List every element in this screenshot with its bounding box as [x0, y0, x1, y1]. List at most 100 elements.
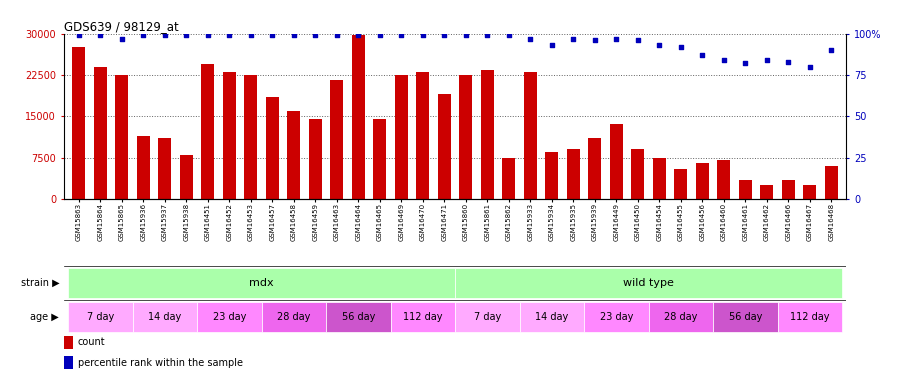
FancyBboxPatch shape: [197, 302, 261, 332]
Point: [566, 36, 581, 42]
Bar: [416, 72, 430, 199]
Bar: [760, 185, 774, 199]
FancyBboxPatch shape: [390, 302, 455, 332]
Point: [394, 32, 409, 38]
FancyBboxPatch shape: [326, 302, 390, 332]
Text: strain ▶: strain ▶: [21, 278, 59, 288]
Point: [136, 32, 150, 38]
Bar: [64, 356, 73, 369]
Point: [200, 32, 215, 38]
Point: [93, 32, 107, 38]
Point: [222, 32, 237, 38]
Bar: [824, 166, 838, 199]
Point: [738, 60, 753, 66]
Bar: [116, 75, 128, 199]
Point: [329, 32, 344, 38]
Bar: [782, 180, 794, 199]
Point: [673, 44, 688, 50]
Point: [501, 32, 516, 38]
Point: [416, 32, 430, 38]
Point: [244, 32, 258, 38]
Bar: [696, 163, 709, 199]
Point: [824, 47, 838, 53]
FancyBboxPatch shape: [68, 268, 455, 298]
Bar: [739, 180, 752, 199]
Bar: [330, 81, 343, 199]
Point: [480, 32, 494, 38]
Point: [287, 32, 301, 38]
Point: [437, 32, 451, 38]
Point: [609, 36, 623, 42]
FancyBboxPatch shape: [649, 302, 713, 332]
Point: [115, 36, 129, 42]
Point: [588, 38, 602, 44]
Bar: [588, 138, 602, 199]
Bar: [502, 158, 515, 199]
Bar: [201, 64, 214, 199]
Text: mdx: mdx: [249, 278, 274, 288]
Text: 14 day: 14 day: [535, 312, 569, 322]
Bar: [136, 135, 150, 199]
Bar: [64, 336, 73, 349]
Point: [157, 32, 172, 38]
Bar: [610, 124, 622, 199]
Point: [308, 32, 322, 38]
FancyBboxPatch shape: [261, 302, 326, 332]
Text: count: count: [77, 337, 106, 347]
Point: [781, 59, 795, 65]
Point: [72, 32, 86, 38]
FancyBboxPatch shape: [520, 302, 584, 332]
Point: [803, 64, 817, 70]
Point: [351, 32, 366, 38]
Bar: [480, 69, 494, 199]
FancyBboxPatch shape: [133, 302, 197, 332]
Text: 7 day: 7 day: [473, 312, 500, 322]
Bar: [72, 48, 86, 199]
Bar: [94, 67, 106, 199]
Bar: [632, 149, 644, 199]
Point: [652, 42, 666, 48]
Text: 28 day: 28 day: [664, 312, 697, 322]
Text: 23 day: 23 day: [213, 312, 246, 322]
Text: percentile rank within the sample: percentile rank within the sample: [77, 358, 243, 368]
Point: [372, 32, 387, 38]
Bar: [244, 75, 258, 199]
Bar: [524, 72, 537, 199]
Text: 56 day: 56 day: [729, 312, 762, 322]
Bar: [352, 35, 365, 199]
Text: 112 day: 112 day: [403, 312, 442, 322]
Text: 56 day: 56 day: [341, 312, 375, 322]
Point: [265, 32, 279, 38]
Point: [544, 42, 559, 48]
Bar: [652, 158, 666, 199]
Bar: [674, 168, 687, 199]
Bar: [460, 75, 472, 199]
FancyBboxPatch shape: [777, 302, 842, 332]
FancyBboxPatch shape: [713, 302, 777, 332]
Bar: [373, 119, 386, 199]
Bar: [180, 155, 193, 199]
Text: 112 day: 112 day: [790, 312, 830, 322]
Point: [716, 57, 731, 63]
Point: [179, 32, 194, 38]
Point: [631, 38, 645, 44]
Text: 14 day: 14 day: [148, 312, 181, 322]
Text: GDS639 / 98129_at: GDS639 / 98129_at: [64, 20, 178, 33]
Bar: [158, 138, 171, 199]
Text: 23 day: 23 day: [600, 312, 633, 322]
Bar: [804, 185, 816, 199]
Text: 7 day: 7 day: [86, 312, 114, 322]
FancyBboxPatch shape: [455, 268, 842, 298]
Bar: [308, 119, 322, 199]
Bar: [288, 111, 300, 199]
Bar: [223, 72, 236, 199]
Bar: [567, 149, 580, 199]
Bar: [395, 75, 408, 199]
FancyBboxPatch shape: [68, 302, 133, 332]
Point: [760, 57, 774, 63]
Point: [459, 32, 473, 38]
Text: age ▶: age ▶: [30, 312, 59, 322]
Point: [695, 52, 710, 58]
Text: 28 day: 28 day: [277, 312, 310, 322]
Bar: [545, 152, 558, 199]
